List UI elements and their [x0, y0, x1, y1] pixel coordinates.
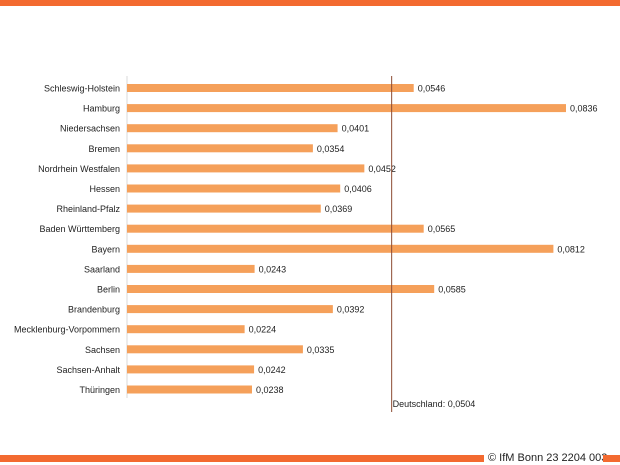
category-label: Hessen	[89, 184, 120, 194]
bar	[127, 285, 435, 293]
reference-label: Deutschland: 0,0504	[393, 399, 476, 409]
category-label: Bremen	[88, 144, 120, 154]
value-label: 0,0401	[342, 124, 370, 134]
bar	[127, 144, 313, 153]
category-label: Hamburg	[83, 104, 120, 114]
bar	[127, 305, 333, 314]
bar	[127, 204, 321, 213]
category-label: Baden Württemberg	[39, 224, 120, 234]
category-label: Sachsen-Anhalt	[56, 365, 120, 375]
bar	[127, 184, 341, 193]
value-label: 0,0836	[570, 104, 598, 114]
bar	[127, 124, 338, 133]
bar	[127, 365, 255, 374]
category-label: Thüringen	[79, 385, 120, 395]
bar	[127, 385, 252, 394]
value-label: 0,0369	[325, 204, 353, 214]
value-label: 0,0565	[428, 224, 456, 234]
bottom-accent-bar	[0, 455, 484, 462]
category-label: Berlin	[97, 285, 120, 295]
bar	[127, 84, 414, 92]
value-label: 0,0224	[249, 325, 277, 335]
bar	[127, 244, 554, 253]
category-label: Saarland	[84, 264, 120, 274]
bar	[127, 164, 365, 173]
bar	[127, 104, 566, 113]
value-label: 0,0585	[438, 285, 466, 295]
value-label: 0,0452	[368, 164, 396, 174]
category-label: Mecklenburg-Vorpommern	[14, 325, 120, 335]
category-label: Rheinland-Pfalz	[56, 204, 120, 214]
value-label: 0,0243	[259, 264, 287, 274]
value-label: 0,0392	[337, 305, 365, 315]
bar	[127, 325, 245, 334]
bar	[127, 345, 303, 354]
category-label: Nordrhein Westfalen	[38, 164, 120, 174]
value-label: 0,0242	[258, 365, 286, 375]
value-label: 0,0335	[307, 345, 335, 355]
bar	[127, 264, 255, 273]
top-accent-bar	[0, 0, 620, 6]
value-label: 0,0354	[317, 144, 345, 154]
value-label: 0,0812	[557, 244, 585, 254]
value-label: 0,0546	[418, 84, 446, 94]
value-label: 0,0406	[344, 184, 372, 194]
value-label: 0,0238	[256, 385, 284, 395]
category-label: Niedersachsen	[60, 124, 120, 134]
category-label: Brandenburg	[68, 305, 120, 315]
bar	[127, 224, 424, 233]
category-label: Schleswig-Holstein	[44, 84, 120, 94]
category-label: Sachsen	[85, 345, 120, 355]
category-label: Bayern	[91, 244, 120, 254]
bottom-accent-bar-end	[603, 455, 620, 462]
footer-copyright: © IfM Bonn 23 2204 003	[488, 452, 608, 464]
